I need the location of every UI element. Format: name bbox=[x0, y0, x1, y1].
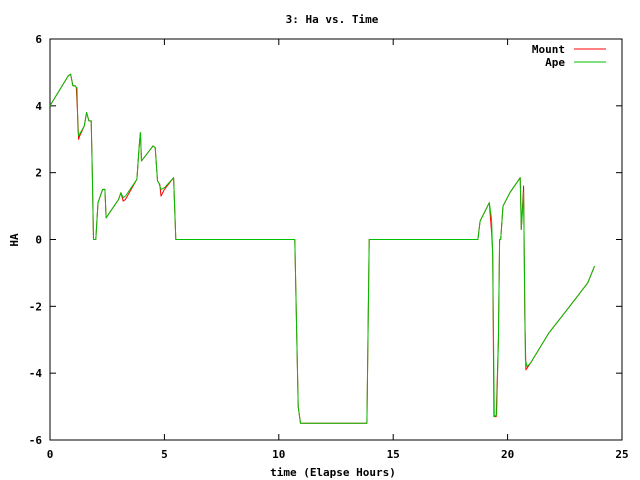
legend-label: Ape bbox=[545, 56, 565, 69]
x-tick-label: 25 bbox=[615, 448, 628, 461]
y-tick-label: 2 bbox=[35, 167, 42, 180]
x-tick-label: 5 bbox=[161, 448, 168, 461]
y-tick-label: 4 bbox=[35, 100, 42, 113]
chart-title: 3: Ha vs. Time bbox=[286, 13, 379, 26]
y-tick-label: -6 bbox=[29, 434, 43, 447]
y-tick-label: -4 bbox=[29, 367, 43, 380]
y-tick-label: 0 bbox=[35, 234, 42, 247]
series-line-ape bbox=[49, 73, 595, 424]
series-line-mount bbox=[49, 73, 595, 424]
y-axis-label: HA bbox=[8, 233, 21, 247]
x-tick-label: 15 bbox=[387, 448, 400, 461]
x-axis-label: time (Elapse Hours) bbox=[270, 466, 396, 479]
y-tick-label: -2 bbox=[29, 300, 42, 313]
axis-ticks: 0 5 10 15 20 25 -6 -4 -2 0 2 4 6 bbox=[29, 33, 629, 461]
series-lines bbox=[49, 73, 595, 424]
y-tick-label: 6 bbox=[35, 33, 42, 46]
x-tick-label: 20 bbox=[501, 448, 514, 461]
plot-frame bbox=[49, 38, 623, 441]
x-tick-label: 10 bbox=[272, 448, 285, 461]
x-tick-label: 0 bbox=[47, 448, 54, 461]
legend-label: Mount bbox=[532, 43, 565, 56]
